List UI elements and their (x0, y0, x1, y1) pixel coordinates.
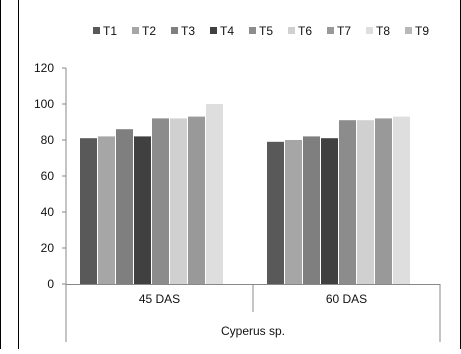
y-tick-label: 80 (41, 133, 55, 147)
bar (116, 129, 133, 284)
bar (339, 120, 356, 284)
legend-swatch (405, 27, 412, 34)
bar (303, 136, 320, 284)
y-tick-label: 20 (41, 241, 55, 255)
y-tick-label: 40 (41, 205, 55, 219)
bars-layer (80, 104, 410, 285)
y-tick-label: 100 (34, 97, 54, 111)
bar (170, 118, 187, 285)
legend: T1 T2 T3 T4 T5 T6 T7 T8 T9 (93, 24, 429, 38)
bar (267, 141, 284, 284)
y-tick-label: 120 (34, 61, 54, 75)
bar (393, 116, 410, 284)
x-category-label: 60 DAS (326, 292, 367, 306)
legend-swatch (366, 27, 373, 34)
legend-swatch (249, 27, 256, 34)
bar (357, 120, 374, 284)
group-label: Cyperus sp. (221, 324, 285, 338)
legend-label: T4 (220, 24, 234, 38)
y-tick-label: 0 (47, 277, 54, 291)
bar (321, 138, 338, 284)
legend-swatch (171, 27, 178, 34)
bar (188, 116, 205, 284)
y-axis-ticks: 0 20 40 60 80 100 120 (34, 61, 66, 291)
x-category-label: 45 DAS (139, 292, 180, 306)
x-axis-labels: 45 DAS 60 DAS (139, 292, 367, 306)
bar (206, 104, 223, 284)
legend-label: T5 (259, 24, 273, 38)
y-tick-label: 60 (41, 169, 55, 183)
legend-swatch (210, 27, 217, 34)
legend-label: T7 (337, 24, 351, 38)
legend-swatch (132, 27, 139, 34)
legend-swatch (327, 27, 334, 34)
legend-label: T1 (103, 24, 117, 38)
legend-label: T9 (415, 24, 429, 38)
legend-label: T2 (142, 24, 156, 38)
bar (98, 136, 115, 284)
bar (285, 140, 302, 284)
bar (375, 118, 392, 285)
bar (80, 138, 97, 284)
bar (134, 136, 151, 284)
legend-swatch (93, 27, 100, 34)
legend-swatch (288, 27, 295, 34)
legend-label: T3 (181, 24, 195, 38)
legend-label: T8 (376, 24, 390, 38)
bar (152, 118, 169, 285)
legend-label: T6 (298, 24, 312, 38)
